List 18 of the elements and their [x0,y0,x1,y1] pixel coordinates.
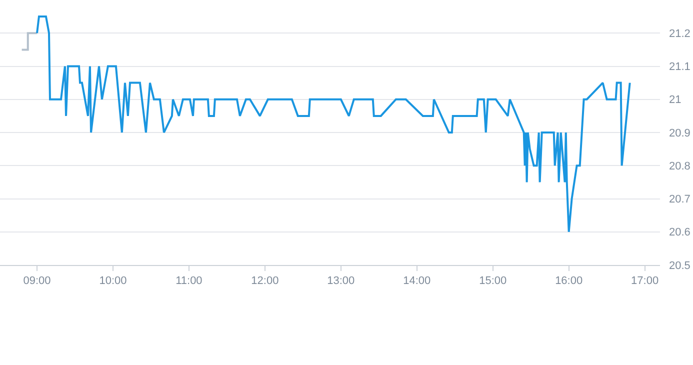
x-tick-label: 11:00 [176,275,202,288]
x-tick-label: 14:00 [403,275,431,288]
y-tick-label: 20.5 [669,260,690,272]
y-tick-label: 20.9 [669,127,690,140]
x-tick-label: 09:00 [23,275,51,288]
x-tick-label: 15:00 [479,275,507,288]
line-series [36,16,631,233]
y-tick-label: 20.8 [669,160,690,172]
x-tick-label: 16:00 [555,275,583,288]
y-tick-label: 21 [669,94,682,106]
y-tick-label: 21.2 [669,28,690,40]
x-tick-label: 12:00 [251,275,279,288]
x-tick-label: 17:00 [631,275,659,288]
x-tick-label: 10:00 [99,275,127,288]
y-tick-label: 20.6 [669,226,690,239]
y-tick-label: 21.1 [669,61,690,74]
y-tick-label: 20.7 [669,194,690,206]
x-tick-label: 13:00 [327,275,355,288]
